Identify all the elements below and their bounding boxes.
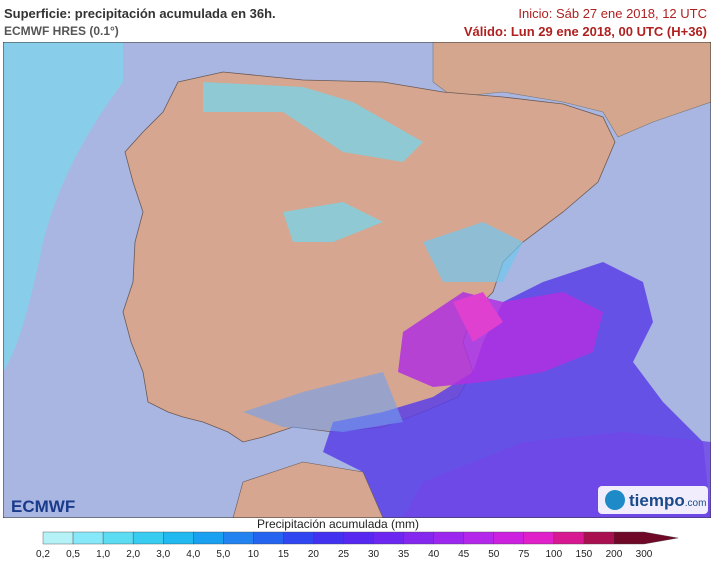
rain-east [423,222,523,282]
colorbar-tick-label: 75 [518,549,530,560]
rain-peak [453,292,503,342]
colorbar-tick-label: 50 [488,549,500,560]
colorbar-segment [223,531,254,545]
colorbar-segment [373,531,404,545]
colorbar-tick-label: 30 [367,549,380,560]
colorbar-tick-label: 35 [398,549,410,560]
colorbar-segment [162,531,194,545]
colorbar-segment [493,531,524,545]
colorbar-tick-label: 15 [277,549,289,560]
logo-ecmwf: ECMWF [11,497,75,516]
colorbar-tick-label: 5,0 [216,549,231,560]
colorbar-tick-label: 300 [635,549,653,560]
colorbar-segment [403,531,434,545]
colorbar-segment [193,531,224,545]
rain-max [398,292,603,387]
colorbar-tick-label: 45 [458,549,470,560]
colorbar-segment [132,531,164,545]
africa-west [232,461,384,518]
colorbar-tick-label: 2,0 [126,549,141,560]
colorbar-tick-label: 40 [428,549,440,560]
logo-tiempo: tiempo.com [629,491,706,510]
colorbar-segment [613,531,679,545]
colorbar-segment [343,531,374,545]
colorbar-segment [553,531,585,545]
rain-north [203,82,423,162]
legend-title: Precipitación acumulada (mm) [256,517,420,531]
colorbar-tick-label: 200 [605,549,623,560]
logo-icon [605,490,625,510]
colorbar-tick-label: 20 [307,549,319,560]
colorbar-segment [102,531,134,545]
rain-center [283,202,383,242]
colorbar [42,531,679,545]
colorbar-segment [523,531,555,545]
map: ECMWF tiempo.com [3,42,711,518]
colorbar-tick-label: 25 [337,549,350,560]
colorbar-tick-label: 100 [545,549,563,560]
valid-time: Válido: Lun 29 ene 2018, 00 UTC (H+36) [463,24,707,39]
colorbar-segment [433,531,464,545]
logo-box [598,486,708,514]
colorbar-segment [313,531,344,545]
colorbar-segment [283,531,314,545]
colorbar-tick-label: 150 [575,549,593,560]
colorbar-segment [72,531,104,545]
rain-south [243,372,403,432]
colorbar-tick-label: 0,2 [36,549,50,560]
start-time: Inicio: Sáb 27 ene 2018, 12 UTC [518,6,707,21]
colorbar-segment [253,531,284,545]
colorbar-tick-label: 1,0 [96,549,111,560]
colorbar-tick-label: 4,0 [186,549,201,560]
colorbar-tick-label: 0,5 [66,549,80,560]
title: Superficie: precipitación acumulada en 3… [4,6,276,21]
colorbar-segment [583,531,615,545]
colorbar-segment [42,531,74,545]
colorbar-tick-label: 3,0 [156,549,171,560]
colorbar-segment [463,531,494,545]
colorbar-tick-label: 10 [247,549,259,560]
subtitle: ECMWF HRES (0.1°) [4,24,119,38]
rain-atlantic [3,42,123,372]
